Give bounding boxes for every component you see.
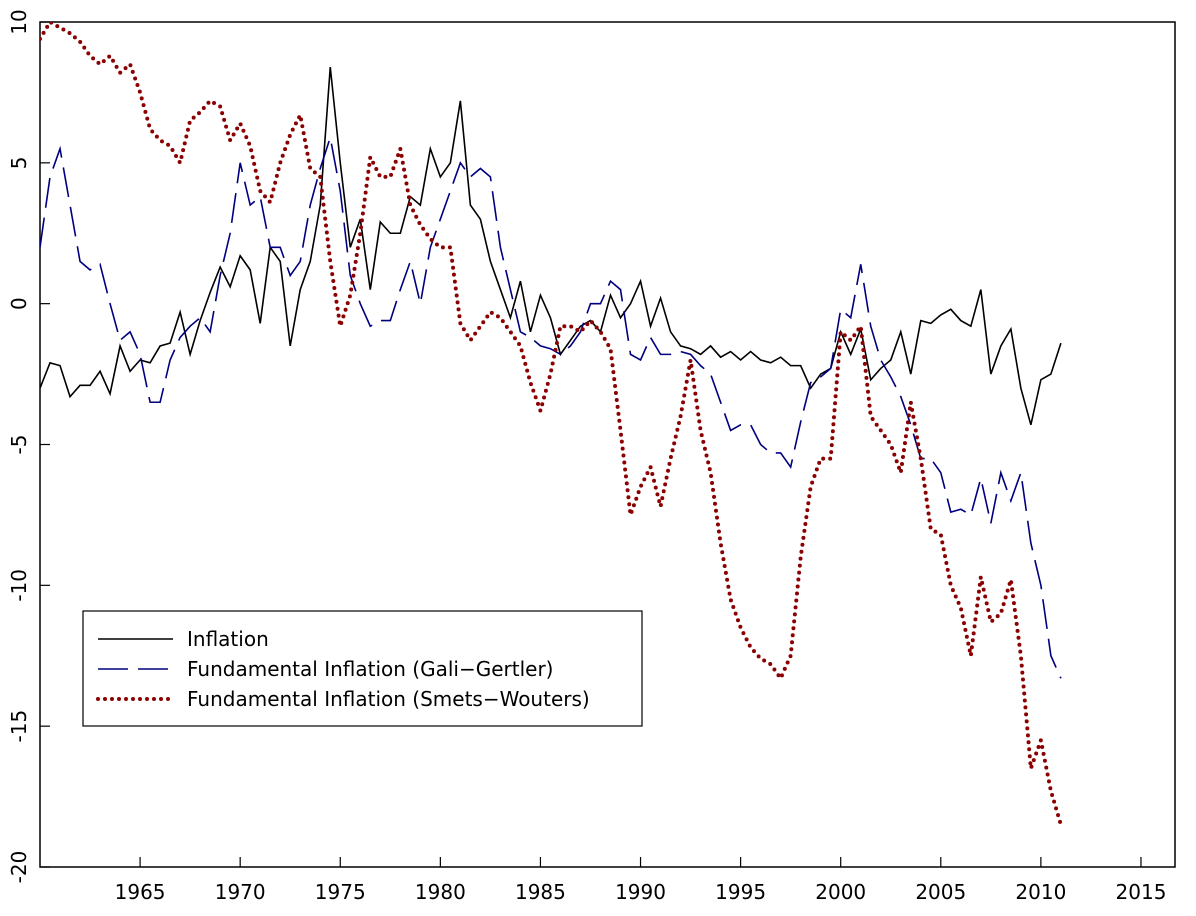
x-tick-label: 1990 [615, 880, 666, 904]
y-tick-label: -15 [7, 710, 31, 743]
y-tick-label: 0 [7, 297, 31, 310]
x-tick-label: 2010 [1015, 880, 1066, 904]
x-tick-label: 2005 [915, 880, 966, 904]
y-tick-label: -5 [7, 435, 31, 455]
plot-area [40, 22, 1063, 827]
legend-label: Fundamental Inflation (Smets−Wouters) [187, 687, 590, 711]
y-tick-label: -20 [7, 851, 31, 884]
y-tick-label: -10 [7, 569, 31, 602]
series-line [40, 66, 1062, 425]
legend-label: Fundamental Inflation (Gali−Gertler) [187, 657, 553, 681]
series-line [40, 137, 1062, 679]
x-tick-label: 1985 [515, 880, 566, 904]
y-tick-label: 5 [7, 156, 31, 169]
legend-box [82, 610, 643, 727]
x-tick-label: 2000 [815, 880, 866, 904]
legend-label: Inflation [187, 627, 269, 651]
x-tick-label: 1965 [115, 880, 166, 904]
x-tick-label: 1975 [315, 880, 366, 904]
x-tick-label: 1970 [215, 880, 266, 904]
x-tick-label: 1980 [415, 880, 466, 904]
x-tick-label: 2015 [1116, 880, 1167, 904]
y-tick-label: 10 [7, 9, 31, 34]
x-tick-label: 1995 [715, 880, 766, 904]
plot-frame [39, 21, 1176, 868]
